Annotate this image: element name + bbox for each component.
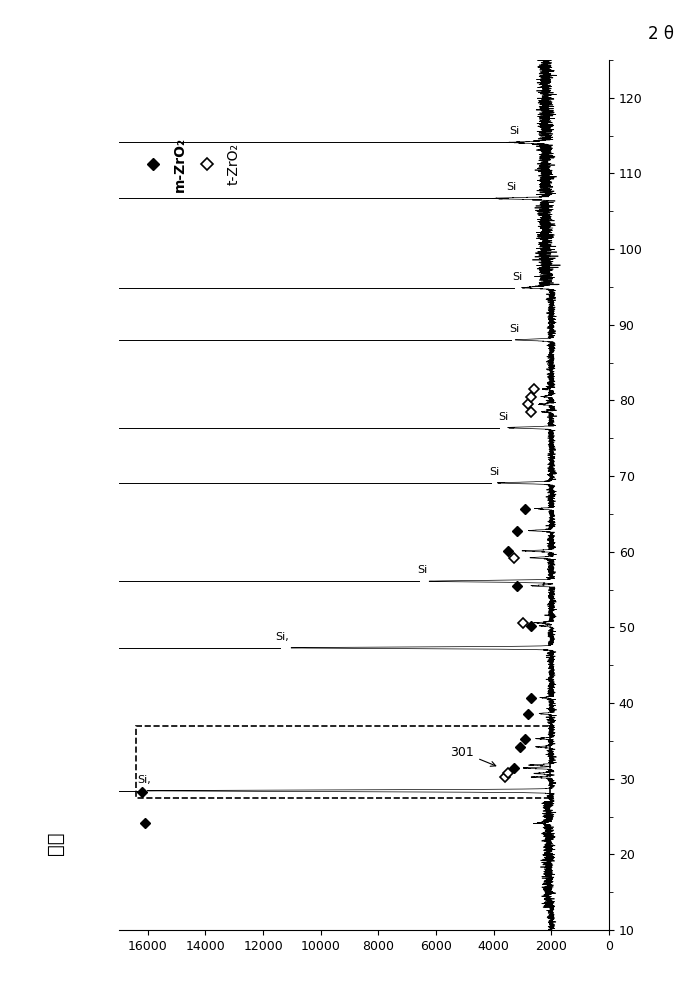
Text: Si: Si (510, 324, 519, 334)
Text: t-ZrO₂: t-ZrO₂ (227, 143, 241, 185)
Text: 301: 301 (451, 746, 496, 766)
Text: Si: Si (510, 126, 519, 136)
Text: Si: Si (489, 467, 500, 477)
Text: Si: Si (417, 565, 428, 575)
Bar (136, 726, 550, 798)
Text: Si,: Si, (137, 775, 150, 785)
Text: 计数: 计数 (46, 831, 65, 855)
Text: 2 θ: 2 θ (648, 25, 674, 43)
Text: m-ZrO₂: m-ZrO₂ (173, 137, 187, 192)
Text: Si,: Si, (275, 632, 289, 642)
Text: Si: Si (507, 182, 517, 192)
Text: Si: Si (512, 272, 522, 282)
Text: Si: Si (498, 412, 508, 422)
